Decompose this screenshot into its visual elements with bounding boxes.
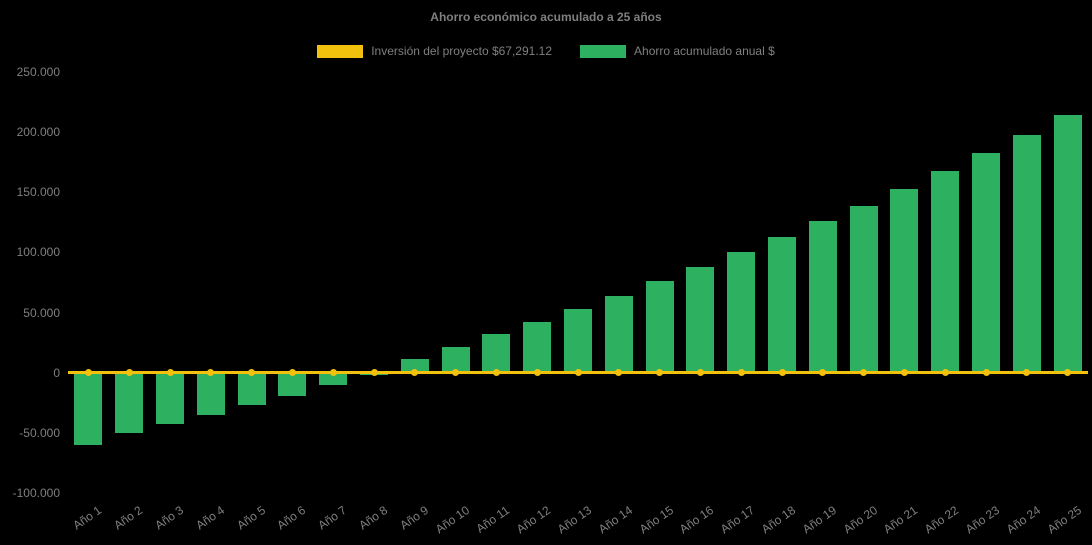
- y-axis-tick-label: -50.000: [19, 425, 60, 440]
- investment-line-marker-icon[interactable]: [1023, 369, 1031, 377]
- investment-line-marker-icon[interactable]: [574, 369, 582, 377]
- x-axis-tick-label: Año 3: [152, 503, 187, 533]
- investment-line-marker-icon[interactable]: [533, 369, 541, 377]
- x-axis-tick-label: Año 22: [922, 503, 962, 537]
- bar-ahorro-acumulado[interactable]: [849, 205, 878, 373]
- y-axis-tick-label: 50.000: [23, 305, 60, 320]
- bar-ahorro-acumulado[interactable]: [156, 372, 184, 425]
- investment-line-marker-icon[interactable]: [1064, 369, 1072, 377]
- y-axis-tick-label: -100.000: [12, 486, 60, 500]
- bar-ahorro-acumulado[interactable]: [808, 221, 837, 373]
- x-axis-tick-label: Año 13: [554, 503, 595, 537]
- bar-ahorro-acumulado[interactable]: [686, 266, 715, 373]
- investment-line-marker-icon[interactable]: [696, 369, 704, 377]
- x-axis-tick-label: Año 21: [881, 503, 921, 537]
- y-axis-tick-label: 0: [53, 365, 60, 380]
- legend-label-savings: Ahorro acumulado anual $: [634, 44, 775, 58]
- investment-line-marker-icon[interactable]: [615, 369, 623, 377]
- x-axis-tick-label: Año 9: [397, 503, 431, 533]
- investment-line-marker-icon[interactable]: [819, 369, 827, 377]
- x-axis-tick-label: Año 1: [70, 503, 105, 533]
- x-axis-tick-label: Año 5: [233, 503, 268, 533]
- legend: Inversión del proyecto $67,291.12 Ahorro…: [0, 44, 1092, 58]
- legend-label-investment: Inversión del proyecto $67,291.12: [371, 44, 553, 58]
- y-axis-tick-label: 250.000: [16, 65, 60, 79]
- bar-ahorro-acumulado[interactable]: [768, 236, 796, 373]
- legend-item-savings[interactable]: Ahorro acumulado anual $: [580, 44, 775, 58]
- x-axis-tick-label: Año 18: [758, 503, 799, 537]
- x-axis-tick-label: Año 19: [799, 503, 839, 537]
- x-axis-tick-label: Año 23: [962, 503, 1003, 537]
- investment-line-marker-icon[interactable]: [656, 369, 664, 377]
- investment-line-marker-icon[interactable]: [370, 369, 378, 377]
- bar-ahorro-acumulado[interactable]: [115, 372, 144, 433]
- bar-ahorro-acumulado[interactable]: [604, 295, 633, 373]
- x-axis-tick-label: Año 16: [677, 503, 717, 537]
- bar-ahorro-acumulado[interactable]: [400, 359, 429, 373]
- investment-line-marker-icon[interactable]: [982, 369, 990, 377]
- investment-line-marker-icon[interactable]: [778, 369, 786, 377]
- investment-line-marker-icon[interactable]: [900, 369, 908, 377]
- x-axis-tick-label: Año 7: [315, 503, 350, 533]
- investment-line-marker-icon[interactable]: [125, 369, 133, 377]
- investment-line-marker-icon[interactable]: [860, 369, 868, 377]
- bar-ahorro-acumulado[interactable]: [237, 372, 266, 406]
- legend-swatch-savings-icon: [580, 44, 627, 58]
- legend-swatch-investment-icon: [317, 44, 364, 58]
- chart-title: Ahorro económico acumulado a 25 años: [430, 10, 662, 24]
- x-axis-tick-label: Año 6: [274, 503, 309, 533]
- bar-ahorro-acumulado[interactable]: [890, 188, 919, 373]
- y-axis-tick-label: 150.000: [16, 185, 60, 200]
- investment-line-marker-icon[interactable]: [941, 369, 949, 377]
- x-axis-tick-label: Año 20: [840, 503, 880, 537]
- x-axis-tick-label: Año 12: [514, 503, 554, 537]
- y-axis-tick-label: 100.000: [16, 245, 60, 260]
- bar-ahorro-acumulado[interactable]: [278, 372, 307, 396]
- investment-line-marker-icon[interactable]: [737, 369, 745, 377]
- investment-line-marker-icon[interactable]: [411, 369, 419, 377]
- bar-ahorro-acumulado[interactable]: [523, 322, 552, 373]
- investment-line-marker-icon[interactable]: [452, 369, 460, 377]
- x-axis-tick-label: Año 15: [636, 503, 676, 537]
- bar-ahorro-acumulado[interactable]: [482, 334, 511, 373]
- legend-item-investment[interactable]: Inversión del proyecto $67,291.12: [317, 44, 552, 58]
- bar-ahorro-acumulado[interactable]: [727, 252, 756, 373]
- investment-line-marker-icon[interactable]: [329, 369, 337, 377]
- bar-ahorro-acumulado[interactable]: [972, 152, 1000, 373]
- x-axis-tick-label: Año 14: [595, 503, 635, 537]
- investment-line-marker-icon[interactable]: [288, 369, 296, 377]
- x-axis-tick-label: Año 2: [111, 503, 146, 533]
- bar-ahorro-acumulado[interactable]: [645, 281, 674, 373]
- x-axis-tick-label: Año 24: [1003, 503, 1043, 537]
- x-axis-tick-label: Año 10: [432, 503, 472, 537]
- investment-line-marker-icon[interactable]: [207, 369, 215, 377]
- x-axis-tick-label: Año 17: [718, 503, 758, 537]
- x-axis-tick-label: Año 4: [193, 503, 227, 533]
- bar-ahorro-acumulado[interactable]: [931, 170, 960, 373]
- investment-line-marker-icon[interactable]: [166, 369, 174, 377]
- x-axis-tick-label: Año 8: [356, 503, 391, 533]
- bar-ahorro-acumulado[interactable]: [564, 308, 592, 373]
- bar-ahorro-acumulado[interactable]: [319, 372, 348, 385]
- investment-line-marker-icon[interactable]: [492, 369, 500, 377]
- investment-line-marker-icon[interactable]: [84, 369, 92, 377]
- bar-ahorro-acumulado[interactable]: [1053, 115, 1082, 373]
- x-axis-tick-label: Año 11: [473, 503, 513, 536]
- investment-line-marker-icon[interactable]: [248, 369, 256, 377]
- bar-ahorro-acumulado[interactable]: [196, 372, 225, 415]
- x-axis-tick-label: Año 25: [1044, 503, 1084, 537]
- bar-ahorro-acumulado[interactable]: [74, 372, 103, 445]
- bar-ahorro-acumulado[interactable]: [1012, 134, 1041, 373]
- y-axis-tick-label: 200.000: [16, 125, 60, 140]
- bar-ahorro-acumulado[interactable]: [441, 347, 470, 373]
